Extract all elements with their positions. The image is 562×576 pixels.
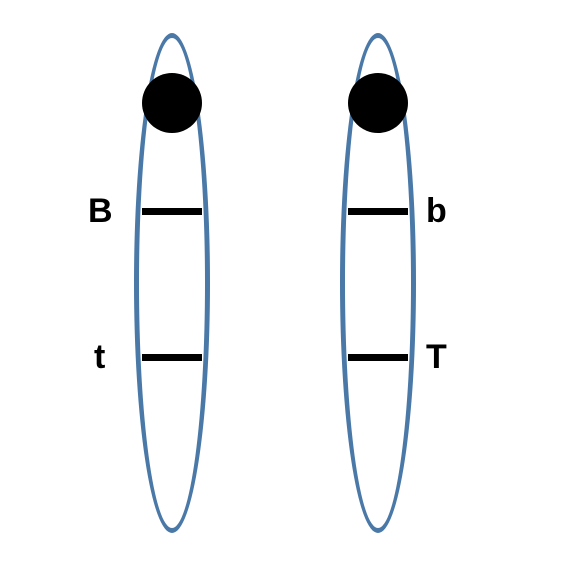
tick-right-lower bbox=[348, 354, 408, 361]
tick-left-lower bbox=[142, 354, 202, 361]
label-b: b bbox=[426, 192, 447, 231]
tick-left-upper bbox=[142, 208, 202, 215]
label-B: B bbox=[88, 192, 113, 231]
dot-left bbox=[142, 73, 202, 133]
diagram-canvas: B t b T bbox=[0, 0, 562, 576]
dot-right bbox=[348, 73, 408, 133]
label-T: T bbox=[426, 338, 447, 377]
label-t: t bbox=[94, 338, 105, 377]
tick-right-upper bbox=[348, 208, 408, 215]
